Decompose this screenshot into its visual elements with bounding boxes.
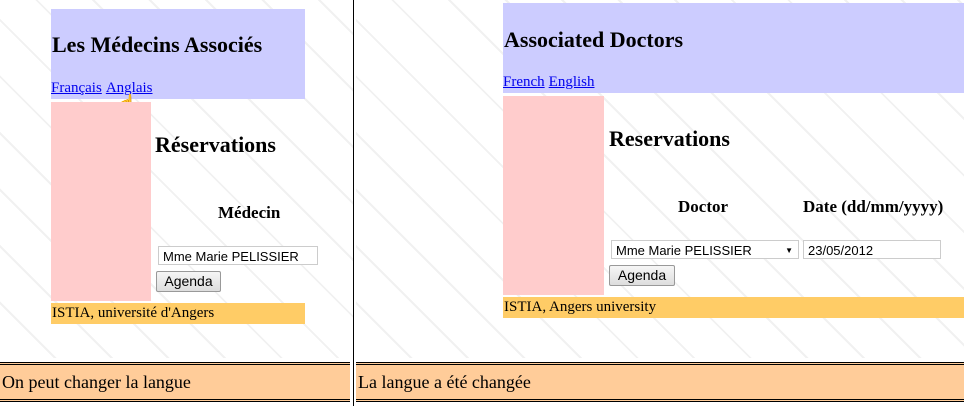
language-links: French English [503, 74, 599, 91]
doctor-column-header: Médecin [218, 203, 281, 222]
date-column-header: Date (dd/mm/yyyy) [803, 197, 944, 216]
dropdown-caret-icon: ▼ [785, 246, 793, 255]
site-footer: ISTIA, université d'Angers [51, 303, 305, 324]
sidebar [51, 102, 151, 301]
site-title: Les Médecins Associés [52, 32, 263, 57]
agenda-button[interactable]: Agenda [156, 271, 221, 292]
date-input[interactable]: 23/05/2012 [803, 240, 941, 259]
site-footer: ISTIA, Angers university [503, 297, 964, 318]
section-title: Réservations [155, 132, 276, 157]
doctor-select-value: Mme Marie PELISSIER [163, 249, 299, 264]
site-header: Associated Doctors French English [503, 3, 964, 93]
right-caption: La langue a été changée [356, 362, 964, 402]
language-links: Français Anglais [51, 80, 157, 97]
doctor-select[interactable]: Mme Marie PELISSIER ▼ [611, 240, 799, 259]
doctor-select-value: Mme Marie PELISSIER [616, 243, 752, 258]
link-english[interactable]: Anglais [105, 80, 153, 96]
link-french[interactable]: Français [51, 80, 102, 96]
site-title: Associated Doctors [504, 27, 684, 52]
agenda-button[interactable]: Agenda [609, 265, 675, 286]
link-english[interactable]: English [548, 74, 595, 90]
link-french[interactable]: French [503, 74, 545, 90]
doctor-select[interactable]: Mme Marie PELISSIER [158, 246, 318, 265]
right-screenshot-panel: Associated Doctors French English Reserva… [356, 0, 964, 358]
divider [353, 0, 354, 406]
left-caption: On peut changer la langue [0, 362, 350, 402]
doctor-column-header: Doctor [678, 197, 729, 216]
sidebar [503, 96, 604, 295]
section-title: Reservations [609, 126, 730, 151]
